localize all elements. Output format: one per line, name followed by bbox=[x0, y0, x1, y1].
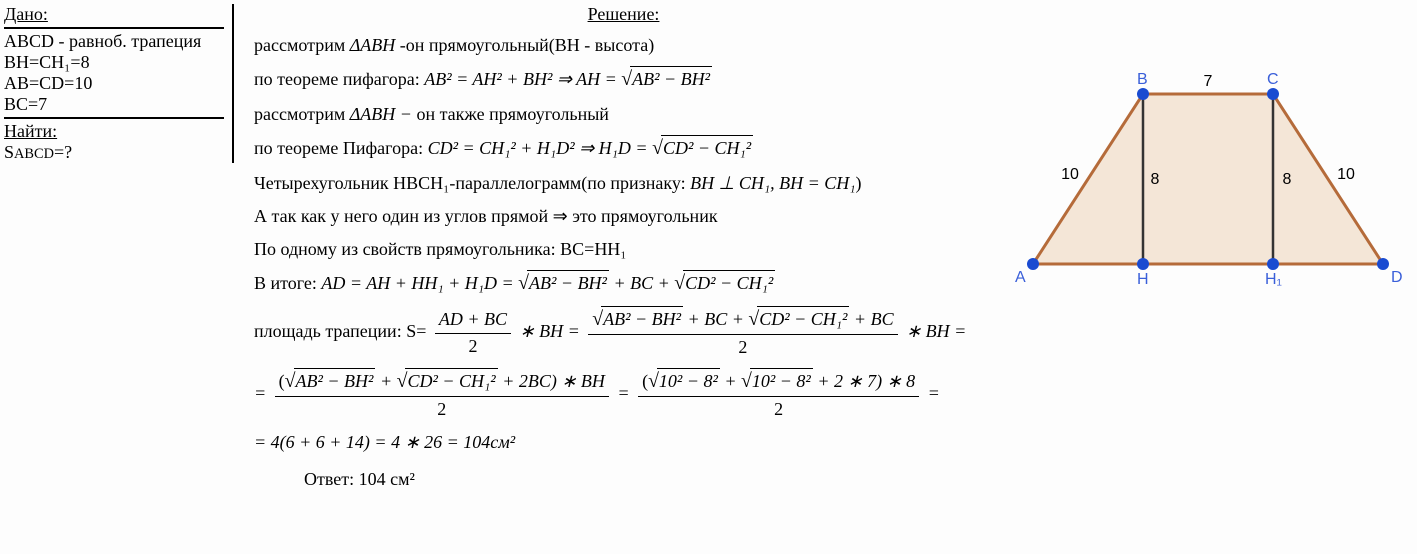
trapezoid-diagram: A B C D H H₁ 7 10 10 8 8 bbox=[1013, 4, 1413, 490]
solution-line: = (AB² − BH² + CD² − CH₁² + 2BC) ∗ BH 2 … bbox=[254, 368, 993, 422]
solution-line: По одному из свойств прямоугольника: BC=… bbox=[254, 237, 993, 262]
svg-text:D: D bbox=[1391, 269, 1403, 286]
svg-text:7: 7 bbox=[1204, 73, 1213, 90]
find-title: Найти: bbox=[4, 121, 224, 142]
solution-line: по теореме пифагора: AB² = AH² + BH² ⇒ A… bbox=[254, 66, 993, 94]
solution-line: рассмотрим ΔABH -он прямоугольный(BH - в… bbox=[254, 33, 993, 58]
given-panel: Дано: ABCD - равноб. трапеция BH=CH₁=8 A… bbox=[4, 4, 234, 490]
solution-line: рассмотрим ΔABH − он также прямоугольный bbox=[254, 102, 993, 127]
solution-title: Решение: bbox=[254, 4, 993, 25]
svg-text:8: 8 bbox=[1151, 171, 1160, 188]
solution-line: по теореме Пифагора: CD² = CH₁² + H₁D² ⇒… bbox=[254, 135, 993, 163]
given-line: BC=7 bbox=[4, 94, 224, 115]
svg-text:B: B bbox=[1137, 71, 1148, 88]
svg-text:10: 10 bbox=[1337, 166, 1355, 183]
solution-line: Четырехугольник HBCH₁-параллелограмм(по … bbox=[254, 171, 993, 196]
svg-text:C: C bbox=[1267, 71, 1279, 88]
given-line: AB=CD=10 bbox=[4, 73, 224, 94]
svg-text:H: H bbox=[1137, 271, 1149, 288]
solution-line: В итоге: AD = AH + HH₁ + H₁D = AB² − BH²… bbox=[254, 270, 993, 298]
given-line: BH=CH₁=8 bbox=[4, 52, 224, 73]
given-title: Дано: bbox=[4, 4, 224, 25]
solution-line: площадь трапеции: S= AD + BC2 ∗ BH = AB²… bbox=[254, 306, 993, 360]
find-line: SABCD=? bbox=[4, 142, 224, 163]
svg-text:10: 10 bbox=[1061, 166, 1079, 183]
solution-line: = 4(6 + 6 + 14) = 4 ∗ 26 = 104см² bbox=[254, 430, 993, 455]
answer-line: Ответ: 104 см² bbox=[304, 469, 993, 490]
svg-text:8: 8 bbox=[1283, 171, 1292, 188]
given-line: ABCD - равноб. трапеция bbox=[4, 31, 224, 52]
solution-line: А так как у него один из углов прямой ⇒ … bbox=[254, 204, 993, 229]
trapezoid-svg: A B C D H H₁ 7 10 10 8 8 bbox=[1013, 64, 1403, 294]
svg-text:H₁: H₁ bbox=[1265, 271, 1282, 288]
svg-text:A: A bbox=[1015, 269, 1026, 286]
solution-panel: Решение: рассмотрим ΔABH -он прямоугольн… bbox=[254, 4, 993, 490]
